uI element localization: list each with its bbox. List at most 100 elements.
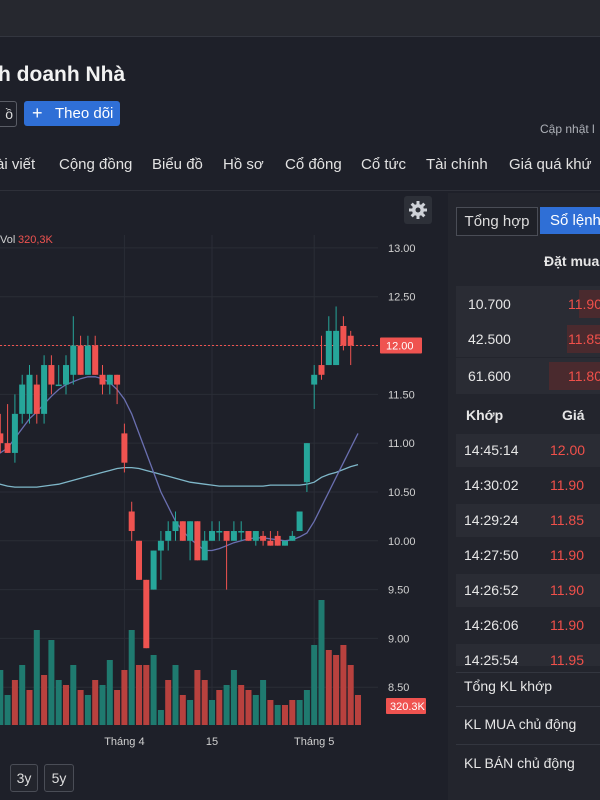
candle — [223, 531, 230, 541]
volume-bar — [150, 655, 157, 725]
tab-dividends[interactable]: Cổ tức — [361, 156, 407, 173]
candle — [179, 521, 186, 541]
candle — [238, 531, 245, 533]
tab-price-history[interactable]: Giá quá khứ — [509, 156, 592, 173]
volume-bar — [11, 680, 18, 725]
volume-bar — [165, 680, 172, 725]
volume-bar — [143, 665, 150, 725]
match-time: 14:25:54 — [464, 652, 519, 666]
match-price: 11.90 — [550, 582, 584, 598]
match-time: 14:27:50 — [464, 547, 519, 563]
match-price: 12.00 — [550, 442, 586, 458]
candle — [245, 531, 252, 541]
candle — [70, 345, 77, 375]
volume-bar — [223, 685, 230, 725]
bid-depth-bar — [567, 325, 600, 353]
volume-bar — [187, 700, 194, 725]
candle — [289, 535, 296, 541]
match-row: 14:30:02 11.90 — [456, 469, 600, 502]
candle — [157, 540, 164, 551]
y-tick-label: 8.50 — [388, 682, 409, 694]
volume-bar — [355, 695, 361, 725]
plus-icon: + — [32, 103, 43, 123]
volume-bar — [77, 690, 84, 725]
vol-label: Vol — [0, 234, 15, 246]
stats-divider — [456, 706, 600, 707]
volume-bar — [311, 645, 318, 725]
volume-bar — [333, 655, 340, 725]
candle — [41, 365, 48, 414]
candle — [274, 535, 281, 546]
match-row: 14:26:52 11.90 — [456, 574, 600, 607]
partial-button[interactable]: ồ — [0, 101, 17, 127]
candle — [63, 365, 69, 385]
match-price: 11.95 — [550, 652, 584, 666]
bid-row[interactable]: 61.600 11.80 — [456, 358, 600, 394]
x-tick-label: 15 — [206, 736, 218, 748]
candle — [296, 511, 303, 532]
tab-articles[interactable]: ài viết — [0, 156, 36, 173]
tab-community[interactable]: Cộng đồng — [59, 156, 133, 173]
bid-row[interactable]: 42.500 11.85 — [456, 321, 600, 357]
tab-summary[interactable]: Tổng hợp — [456, 207, 538, 236]
volume-bar — [245, 690, 252, 725]
candle — [187, 521, 194, 541]
match-price: 11.90 — [550, 617, 584, 633]
current-price-text: 12.00 — [386, 341, 414, 353]
tab-financials[interactable]: Tài chính — [426, 156, 488, 173]
volume-bar — [157, 710, 164, 725]
candle — [121, 433, 128, 463]
price-chart[interactable]: 13.00 12.50 12.00 11.50 11.00 10.50 10.00 9.50 9… — [0, 225, 440, 755]
bid-row[interactable]: 10.700 11.90 — [456, 286, 600, 322]
x-tick-label: Tháng 4 — [104, 736, 144, 748]
match-time: 14:29:24 — [464, 512, 519, 528]
candle — [347, 335, 354, 346]
range-3y-button[interactable]: 3y — [10, 764, 38, 792]
candle — [143, 579, 150, 649]
candle — [252, 531, 259, 541]
tab-chart[interactable]: Biểu đồ — [152, 156, 203, 173]
match-row: 14:29:24 11.85 — [456, 504, 600, 537]
candle — [19, 384, 26, 414]
candle — [325, 330, 332, 366]
volume-bar — [106, 660, 113, 725]
match-price: 11.90 — [550, 477, 584, 493]
bid-depth-bar — [579, 290, 600, 318]
page-title: h doanh Nhà — [0, 63, 126, 86]
volume-bar — [347, 665, 354, 725]
volume-bar — [19, 665, 26, 725]
bid-price: 11.90 — [568, 296, 600, 312]
candle — [136, 540, 142, 580]
tab-shareholders[interactable]: Cổ đông — [285, 156, 342, 173]
current-volume-badge — [386, 698, 426, 714]
chart-settings-button[interactable] — [404, 196, 432, 224]
range-5y-button[interactable]: 5y — [44, 764, 74, 792]
follow-button[interactable]: + Theo dõi — [24, 101, 120, 126]
nav-divider — [0, 190, 600, 191]
volume-bar — [260, 680, 267, 725]
bid-volume: 61.600 — [468, 368, 511, 384]
candle — [150, 550, 157, 590]
top-bar — [0, 0, 600, 37]
candle — [106, 374, 113, 385]
candle — [333, 330, 340, 366]
tab-order-book[interactable]: Sổ lệnh — [540, 207, 600, 234]
tab-profile[interactable]: Hồ sơ — [223, 156, 264, 173]
volume-bar — [209, 700, 215, 725]
updated-label: Cập nhật l — [540, 122, 595, 136]
volume-bar — [0, 670, 4, 725]
volume-bar — [194, 670, 201, 725]
chart-panel — [0, 193, 440, 758]
candle — [92, 345, 99, 375]
y-tick-label: 9.00 — [388, 633, 409, 645]
candle — [260, 535, 267, 541]
volume-bar — [26, 690, 33, 725]
candle — [216, 531, 223, 533]
match-time-header: Khớp — [466, 407, 504, 423]
candle — [11, 413, 18, 453]
volume-bar — [230, 670, 237, 725]
candle — [114, 374, 121, 385]
candle — [128, 511, 135, 532]
candle — [48, 365, 55, 385]
volume-bar — [318, 600, 325, 725]
